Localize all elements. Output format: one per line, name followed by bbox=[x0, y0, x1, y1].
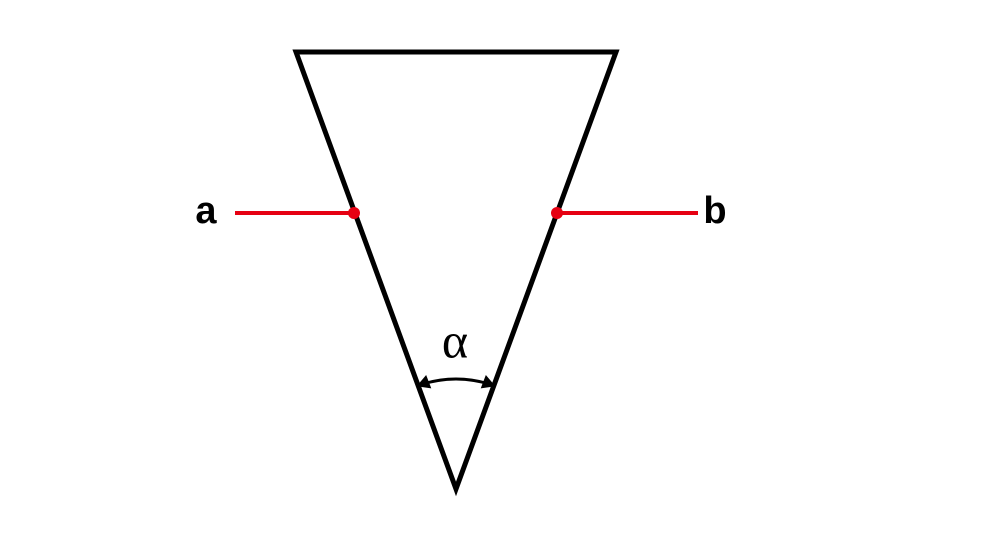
terminal-a-label: a bbox=[195, 190, 217, 232]
triangle bbox=[296, 52, 616, 489]
terminal-b-dot-icon bbox=[551, 207, 563, 219]
terminal-b-label: b bbox=[703, 190, 726, 232]
angle-label: α bbox=[442, 312, 468, 368]
diagram-canvas: a b α bbox=[0, 0, 1000, 550]
terminal-a-dot-icon bbox=[348, 207, 360, 219]
